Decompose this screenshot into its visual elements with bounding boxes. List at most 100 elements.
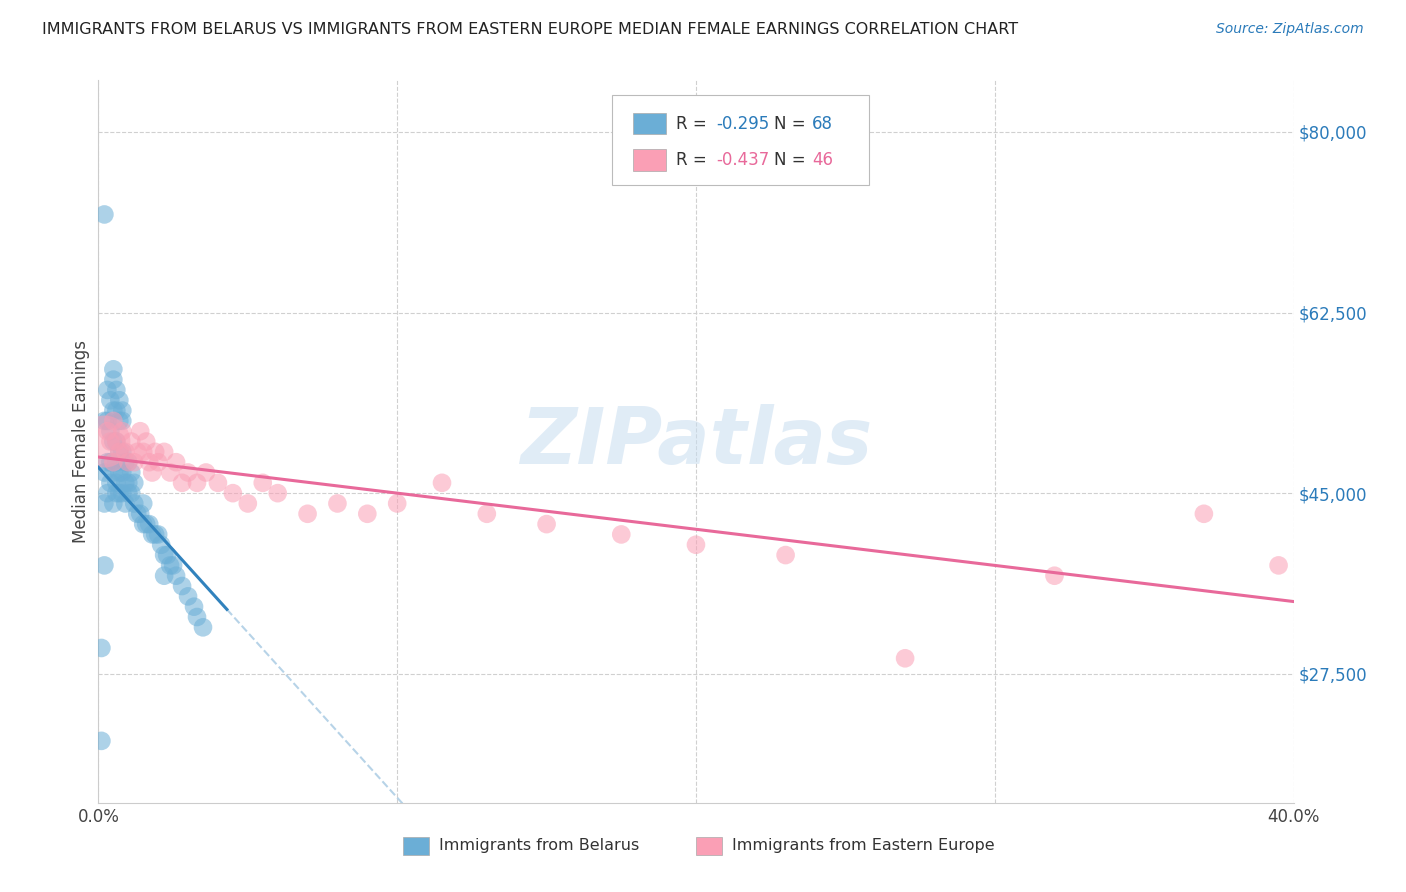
Point xyxy=(536,517,558,532)
Point xyxy=(103,403,125,417)
Point xyxy=(105,403,128,417)
Point xyxy=(114,475,136,490)
Point xyxy=(114,445,136,459)
Point xyxy=(135,434,157,449)
Point xyxy=(117,455,139,469)
Y-axis label: Median Female Earnings: Median Female Earnings xyxy=(72,340,90,543)
Point xyxy=(162,558,184,573)
FancyBboxPatch shape xyxy=(613,95,869,185)
Bar xyxy=(633,149,666,170)
Point xyxy=(96,455,118,469)
Point xyxy=(159,558,181,573)
Point xyxy=(191,620,214,634)
Point xyxy=(207,475,229,490)
Point xyxy=(156,548,179,562)
Point xyxy=(124,475,146,490)
Bar xyxy=(633,112,666,135)
Point xyxy=(108,445,131,459)
Point xyxy=(141,527,163,541)
Point xyxy=(96,414,118,428)
Point xyxy=(120,486,142,500)
Point xyxy=(186,610,208,624)
Point xyxy=(1043,568,1066,582)
Point xyxy=(143,527,166,541)
Point xyxy=(153,548,176,562)
Point xyxy=(117,455,139,469)
Point xyxy=(96,383,118,397)
Point xyxy=(153,445,176,459)
Point xyxy=(153,568,176,582)
Point xyxy=(93,466,115,480)
Point xyxy=(120,434,142,449)
Point xyxy=(186,475,208,490)
Point xyxy=(135,517,157,532)
Text: R =: R = xyxy=(676,115,711,133)
Point xyxy=(177,466,200,480)
Point xyxy=(894,651,917,665)
Point xyxy=(103,434,125,449)
Point xyxy=(127,507,149,521)
Point xyxy=(108,486,131,500)
Point xyxy=(93,207,115,221)
Point xyxy=(111,466,134,480)
Point xyxy=(172,579,194,593)
Point xyxy=(297,507,319,521)
Point xyxy=(132,496,155,510)
Point xyxy=(117,475,139,490)
Point xyxy=(267,486,290,500)
Point xyxy=(111,445,134,459)
Point xyxy=(356,507,378,521)
Point xyxy=(108,445,131,459)
Point xyxy=(114,455,136,469)
Point xyxy=(430,475,453,490)
Point xyxy=(610,527,633,541)
Point xyxy=(103,373,125,387)
Point xyxy=(143,445,166,459)
Point xyxy=(111,403,134,417)
Point xyxy=(103,362,125,376)
Point xyxy=(138,517,160,532)
Point xyxy=(96,486,118,500)
Text: -0.437: -0.437 xyxy=(716,151,769,169)
Point xyxy=(105,383,128,397)
Point xyxy=(222,486,245,500)
Text: N =: N = xyxy=(773,115,810,133)
Point xyxy=(103,496,125,510)
Text: Immigrants from Belarus: Immigrants from Belarus xyxy=(439,838,640,853)
Point xyxy=(93,414,115,428)
Point xyxy=(148,455,170,469)
Point xyxy=(105,434,128,449)
Point xyxy=(1192,507,1215,521)
Point xyxy=(103,414,125,428)
Point xyxy=(108,414,131,428)
Text: ZIPatlas: ZIPatlas xyxy=(520,403,872,480)
Text: Source: ZipAtlas.com: Source: ZipAtlas.com xyxy=(1216,22,1364,37)
Point xyxy=(129,424,152,438)
Point xyxy=(138,455,160,469)
Point xyxy=(236,496,259,510)
Point xyxy=(129,507,152,521)
Text: -0.295: -0.295 xyxy=(716,115,769,133)
Point xyxy=(120,466,142,480)
Text: R =: R = xyxy=(676,151,711,169)
Point xyxy=(111,486,134,500)
Point xyxy=(105,434,128,449)
Point xyxy=(117,486,139,500)
Point xyxy=(105,455,128,469)
Text: IMMIGRANTS FROM BELARUS VS IMMIGRANTS FROM EASTERN EUROPE MEDIAN FEMALE EARNINGS: IMMIGRANTS FROM BELARUS VS IMMIGRANTS FR… xyxy=(42,22,1018,37)
Point xyxy=(103,455,125,469)
Text: Immigrants from Eastern Europe: Immigrants from Eastern Europe xyxy=(733,838,994,853)
Text: 46: 46 xyxy=(811,151,832,169)
Point xyxy=(93,496,115,510)
Point xyxy=(96,424,118,438)
Point xyxy=(93,558,115,573)
Point xyxy=(177,590,200,604)
Point xyxy=(105,475,128,490)
Point xyxy=(98,455,122,469)
Point xyxy=(132,445,155,459)
Point xyxy=(124,496,146,510)
Point xyxy=(114,496,136,510)
Point xyxy=(141,466,163,480)
Point xyxy=(98,475,122,490)
Point xyxy=(183,599,205,614)
